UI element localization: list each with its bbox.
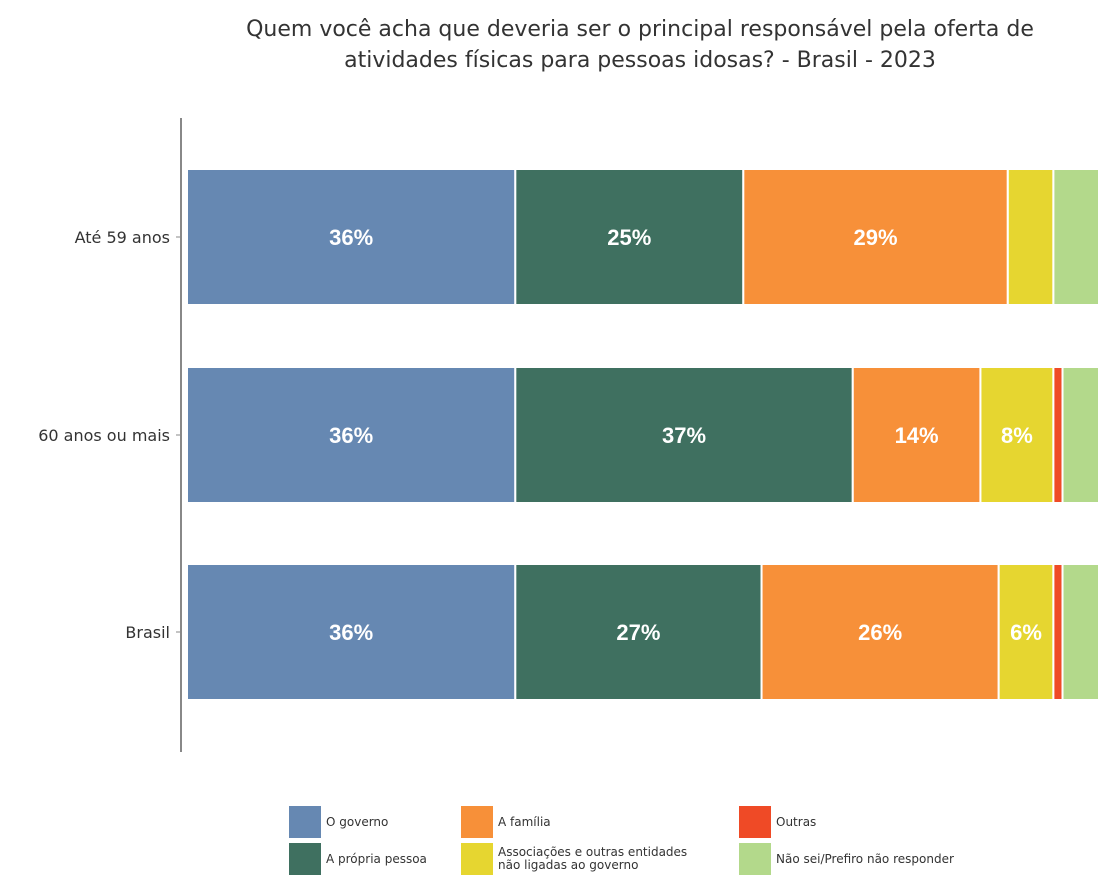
bar-segment bbox=[186, 563, 517, 701]
bar-segment bbox=[1061, 366, 1099, 504]
bar-segment bbox=[1006, 168, 1055, 306]
legend-swatch bbox=[739, 806, 771, 838]
category-label: Até 59 anos bbox=[75, 228, 170, 247]
bar-segment bbox=[514, 563, 763, 701]
legend-item: A própria pessoa bbox=[289, 843, 427, 875]
legend-swatch bbox=[461, 806, 493, 838]
bar-segment bbox=[979, 366, 1055, 504]
legend-swatch bbox=[289, 806, 321, 838]
legend-label: Outras bbox=[776, 814, 817, 829]
data-label: 36% bbox=[329, 423, 373, 448]
bar-segment bbox=[1061, 563, 1099, 701]
data-label: 36% bbox=[329, 620, 373, 645]
bar-segment bbox=[1052, 563, 1064, 701]
legend-swatch bbox=[739, 843, 771, 875]
legend-item: Associações e outras entidades não ligad… bbox=[461, 843, 687, 875]
chart-plot: Até 59 anos 36% 25% 29% 60 anos ou mais 36% 37… bbox=[38, 118, 1099, 752]
data-label: 27% bbox=[616, 620, 660, 645]
data-label: 37% bbox=[662, 423, 706, 448]
legend-item: Não sei/Prefiro não responder bbox=[739, 843, 954, 875]
legend-label: A própria pessoa bbox=[326, 851, 427, 866]
data-label: 8% bbox=[1001, 423, 1033, 448]
chart-title: Quem você acha que deveria ser o princip… bbox=[246, 17, 1034, 73]
bar-segment bbox=[514, 366, 854, 504]
bar-segment bbox=[851, 366, 982, 504]
legend-swatch bbox=[289, 843, 321, 875]
legend-item: Outras bbox=[739, 806, 816, 838]
data-label: 14% bbox=[895, 423, 939, 448]
data-label: 36% bbox=[329, 225, 373, 250]
bar-segment bbox=[1052, 168, 1099, 306]
category-label: 60 anos ou mais bbox=[38, 426, 170, 445]
bar-segment bbox=[1052, 366, 1064, 504]
legend-label: O governo bbox=[326, 814, 389, 829]
legend-label: Não sei/Prefiro não responder bbox=[776, 851, 954, 866]
bar-segment bbox=[514, 168, 745, 306]
legend-item: A família bbox=[461, 806, 551, 838]
legend-swatch bbox=[461, 843, 493, 875]
legend-item: O governo bbox=[289, 806, 388, 838]
bar-segment bbox=[997, 563, 1055, 701]
bar-segment bbox=[742, 168, 1009, 306]
legend-label: A família bbox=[498, 814, 551, 829]
data-label: 29% bbox=[854, 225, 898, 250]
bar-segment bbox=[760, 563, 1000, 701]
data-label: 26% bbox=[858, 620, 902, 645]
data-label: 6% bbox=[1010, 620, 1042, 645]
bar-segment bbox=[186, 366, 517, 504]
data-label: 25% bbox=[607, 225, 651, 250]
legend: O governo A própria pessoa A família Associ… bbox=[289, 806, 1069, 876]
bar-segment bbox=[186, 168, 517, 306]
legend-label: Associações e outras entidades não ligad… bbox=[498, 845, 688, 872]
category-label: Brasil bbox=[125, 623, 170, 642]
